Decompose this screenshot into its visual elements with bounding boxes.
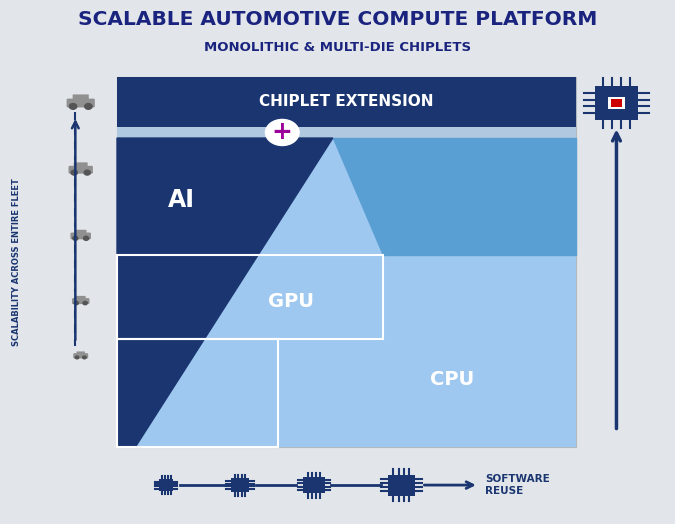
- Polygon shape: [333, 138, 576, 255]
- FancyBboxPatch shape: [70, 233, 91, 239]
- FancyBboxPatch shape: [74, 162, 88, 168]
- Polygon shape: [117, 138, 333, 447]
- Text: CPU: CPU: [430, 369, 475, 389]
- FancyBboxPatch shape: [159, 479, 173, 491]
- Bar: [611, 99, 622, 107]
- Circle shape: [84, 104, 92, 110]
- Bar: [608, 97, 624, 110]
- FancyBboxPatch shape: [76, 296, 86, 300]
- Bar: [117, 255, 383, 339]
- Circle shape: [74, 301, 78, 305]
- Text: SCALABILITY ACROSS ENTIRE FLEET: SCALABILITY ACROSS ENTIRE FLEET: [11, 178, 21, 346]
- FancyBboxPatch shape: [76, 352, 85, 355]
- Text: MONOLITHIC & MULTI-DIE CHIPLETS: MONOLITHIC & MULTI-DIE CHIPLETS: [204, 41, 471, 54]
- Bar: [117, 127, 576, 138]
- Circle shape: [71, 170, 78, 175]
- Text: SCALABLE AUTOMOTIVE COMPUTE PLATFORM: SCALABLE AUTOMOTIVE COMPUTE PLATFORM: [78, 10, 597, 29]
- FancyBboxPatch shape: [75, 230, 86, 234]
- Bar: [117, 138, 576, 447]
- Circle shape: [73, 236, 78, 241]
- Bar: [117, 77, 576, 447]
- FancyBboxPatch shape: [303, 477, 325, 494]
- Text: +: +: [272, 121, 293, 145]
- Circle shape: [84, 170, 90, 175]
- FancyBboxPatch shape: [73, 353, 88, 358]
- Text: SOFTWARE
REUSE: SOFTWARE REUSE: [485, 474, 550, 496]
- Circle shape: [70, 104, 77, 110]
- Text: AI: AI: [168, 188, 195, 212]
- Text: CHIPLET EXTENSION: CHIPLET EXTENSION: [259, 94, 434, 110]
- Text: GPU: GPU: [269, 292, 315, 311]
- Circle shape: [75, 356, 79, 359]
- FancyBboxPatch shape: [73, 94, 89, 101]
- FancyBboxPatch shape: [68, 166, 93, 173]
- FancyBboxPatch shape: [231, 478, 249, 492]
- Bar: [117, 77, 576, 127]
- Circle shape: [83, 301, 87, 305]
- FancyBboxPatch shape: [67, 99, 94, 107]
- FancyBboxPatch shape: [72, 298, 90, 304]
- Circle shape: [84, 236, 88, 241]
- FancyBboxPatch shape: [388, 475, 415, 496]
- Circle shape: [82, 356, 86, 359]
- FancyBboxPatch shape: [595, 86, 639, 120]
- Circle shape: [265, 119, 299, 146]
- Bar: [117, 339, 277, 447]
